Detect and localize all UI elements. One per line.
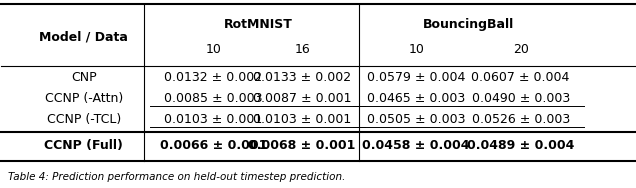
Text: Table 4: Prediction performance on held-out timestep prediction.: Table 4: Prediction performance on held-… xyxy=(8,172,345,182)
Text: 0.0490 ± 0.003: 0.0490 ± 0.003 xyxy=(471,92,570,105)
Text: 0.0133 ± 0.002: 0.0133 ± 0.002 xyxy=(253,71,351,84)
Text: 0.0458 ± 0.004: 0.0458 ± 0.004 xyxy=(363,139,470,152)
Text: 10: 10 xyxy=(408,43,424,56)
Text: 0.0068 ± 0.001: 0.0068 ± 0.001 xyxy=(249,139,356,152)
Text: 0.0132 ± 0.002: 0.0132 ± 0.002 xyxy=(165,71,263,84)
Text: CCNP (-TCL): CCNP (-TCL) xyxy=(46,113,121,126)
Text: 16: 16 xyxy=(294,43,310,56)
Text: 0.0085 ± 0.003: 0.0085 ± 0.003 xyxy=(164,92,263,105)
Text: 0.0066 ± 0.001: 0.0066 ± 0.001 xyxy=(160,139,267,152)
Text: 0.0526 ± 0.003: 0.0526 ± 0.003 xyxy=(471,113,570,126)
Text: 0.0103 ± 0.001: 0.0103 ± 0.001 xyxy=(253,113,351,126)
Text: 0.0607 ± 0.004: 0.0607 ± 0.004 xyxy=(471,71,570,84)
Text: BouncingBall: BouncingBall xyxy=(423,18,514,31)
Text: 10: 10 xyxy=(205,43,221,56)
Text: 0.0103 ± 0.001: 0.0103 ± 0.001 xyxy=(164,113,263,126)
Text: RotMNIST: RotMNIST xyxy=(223,18,293,31)
Text: Model / Data: Model / Data xyxy=(39,31,128,44)
Text: CCNP (-Attn): CCNP (-Attn) xyxy=(45,92,123,105)
Text: 0.0489 ± 0.004: 0.0489 ± 0.004 xyxy=(467,139,574,152)
Text: 0.0579 ± 0.004: 0.0579 ± 0.004 xyxy=(367,71,466,84)
Text: CCNP (Full): CCNP (Full) xyxy=(45,139,123,152)
Text: 0.0505 ± 0.003: 0.0505 ± 0.003 xyxy=(367,113,466,126)
Text: CNP: CNP xyxy=(71,71,97,84)
Text: 20: 20 xyxy=(513,43,529,56)
Text: 0.0087 ± 0.001: 0.0087 ± 0.001 xyxy=(253,92,352,105)
Text: 0.0465 ± 0.003: 0.0465 ± 0.003 xyxy=(367,92,466,105)
